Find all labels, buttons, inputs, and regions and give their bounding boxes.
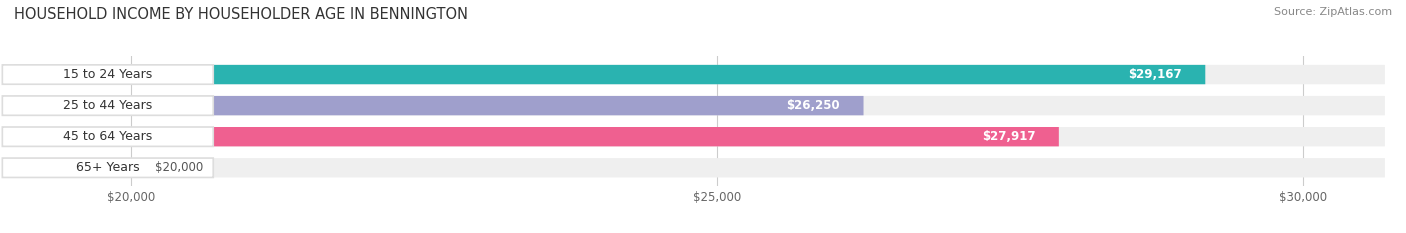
Text: $26,250: $26,250 bbox=[786, 99, 841, 112]
Text: HOUSEHOLD INCOME BY HOUSEHOLDER AGE IN BENNINGTON: HOUSEHOLD INCOME BY HOUSEHOLDER AGE IN B… bbox=[14, 7, 468, 22]
Text: $29,167: $29,167 bbox=[1128, 68, 1182, 81]
Text: $27,917: $27,917 bbox=[981, 130, 1035, 143]
FancyBboxPatch shape bbox=[14, 127, 1385, 146]
Text: 45 to 64 Years: 45 to 64 Years bbox=[63, 130, 152, 143]
Text: 15 to 24 Years: 15 to 24 Years bbox=[63, 68, 152, 81]
FancyBboxPatch shape bbox=[14, 96, 1385, 115]
FancyBboxPatch shape bbox=[14, 158, 131, 178]
FancyBboxPatch shape bbox=[14, 65, 1205, 84]
FancyBboxPatch shape bbox=[14, 158, 1385, 178]
FancyBboxPatch shape bbox=[14, 96, 863, 115]
FancyBboxPatch shape bbox=[3, 158, 214, 178]
Text: Source: ZipAtlas.com: Source: ZipAtlas.com bbox=[1274, 7, 1392, 17]
FancyBboxPatch shape bbox=[14, 65, 1385, 84]
FancyBboxPatch shape bbox=[3, 127, 214, 146]
FancyBboxPatch shape bbox=[3, 96, 214, 115]
Text: 25 to 44 Years: 25 to 44 Years bbox=[63, 99, 152, 112]
Text: 65+ Years: 65+ Years bbox=[76, 161, 139, 174]
FancyBboxPatch shape bbox=[3, 65, 214, 84]
FancyBboxPatch shape bbox=[14, 127, 1059, 146]
Text: $20,000: $20,000 bbox=[155, 161, 202, 174]
